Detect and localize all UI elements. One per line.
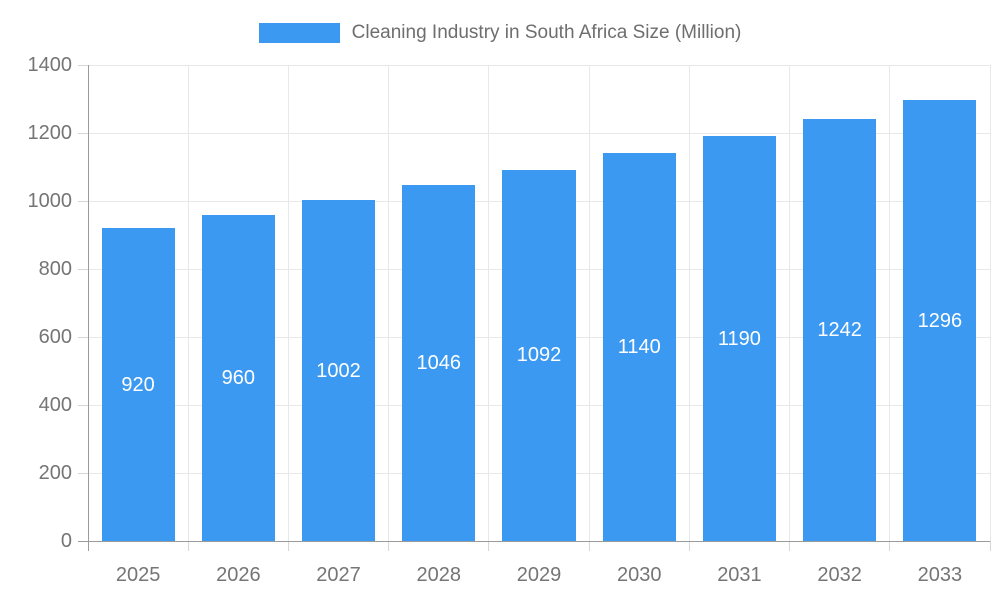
- bar: [201, 214, 275, 541]
- bar: [602, 153, 676, 541]
- y-gridline: [88, 64, 990, 66]
- y-axis-tick: [78, 336, 88, 338]
- bar-value-label: 960: [221, 366, 256, 389]
- y-axis-label: 400: [38, 394, 72, 416]
- y-axis-tick: [78, 472, 88, 474]
- x-gridline: [789, 65, 791, 541]
- bar: [702, 136, 777, 541]
- bar: [101, 228, 175, 541]
- x-gridline: [388, 65, 390, 541]
- x-axis-tick: [187, 541, 189, 551]
- y-axis-label: 1000: [27, 190, 73, 212]
- x-axis-tick: [688, 541, 690, 551]
- bar: [301, 200, 376, 541]
- x-axis-label: 2029: [516, 564, 562, 586]
- x-gridline: [588, 65, 590, 541]
- x-axis-line: [78, 540, 990, 542]
- chart-legend[interactable]: Cleaning Industry in South Africa Size (…: [0, 22, 1000, 44]
- x-axis-label: 2031: [717, 564, 762, 586]
- y-axis-tick: [78, 268, 88, 270]
- y-gridline: [88, 132, 990, 134]
- x-axis-label: 2030: [616, 564, 662, 586]
- x-gridline: [187, 65, 189, 541]
- bar-value-label: 1296: [917, 309, 963, 332]
- y-axis-tick: [78, 64, 88, 66]
- bar: [502, 169, 576, 541]
- bar-value-label: 1190: [717, 327, 761, 350]
- y-axis-label: 600: [38, 326, 72, 348]
- x-gridline: [688, 65, 690, 541]
- y-axis-label: 800: [38, 258, 72, 280]
- legend-label: Cleaning Industry in South Africa Size (…: [351, 22, 742, 43]
- x-axis-tick: [388, 541, 390, 551]
- bar: [402, 185, 476, 541]
- x-axis-tick: [588, 541, 590, 551]
- x-gridline: [889, 65, 891, 541]
- x-gridline: [989, 65, 991, 541]
- y-axis-label: 1400: [27, 54, 73, 76]
- bar-value-label: 1242: [817, 318, 862, 341]
- y-axis-label: 0: [60, 530, 72, 552]
- bar-value-label: 1002: [316, 359, 361, 382]
- bar-value-label: 1046: [416, 352, 462, 375]
- y-axis-tick: [78, 132, 88, 134]
- x-axis-tick: [889, 541, 891, 551]
- y-axis-label: 200: [38, 462, 72, 484]
- bar: [903, 100, 977, 541]
- bar: [803, 118, 877, 541]
- x-gridline: [488, 65, 490, 541]
- x-axis-label: 2027: [316, 564, 361, 586]
- legend-swatch-icon: [258, 23, 340, 43]
- x-axis-label: 2032: [817, 564, 862, 586]
- bar-value-label: 1092: [516, 344, 562, 367]
- x-axis-tick: [989, 541, 991, 551]
- x-axis-label: 2026: [216, 564, 261, 586]
- bar-value-label: 920: [121, 373, 155, 396]
- x-axis-label: 2033: [917, 564, 963, 586]
- x-axis-tick: [789, 541, 791, 551]
- y-axis-line: [87, 65, 89, 551]
- x-gridline: [287, 65, 289, 541]
- y-axis-label: 1200: [27, 122, 73, 144]
- x-axis-label: 2025: [115, 564, 161, 586]
- y-axis-tick: [78, 404, 88, 406]
- x-axis-label: 2028: [416, 564, 462, 586]
- y-axis-tick: [78, 200, 88, 202]
- bar-value-label: 1140: [617, 336, 661, 359]
- x-axis-tick: [287, 541, 289, 551]
- x-axis-tick: [488, 541, 490, 551]
